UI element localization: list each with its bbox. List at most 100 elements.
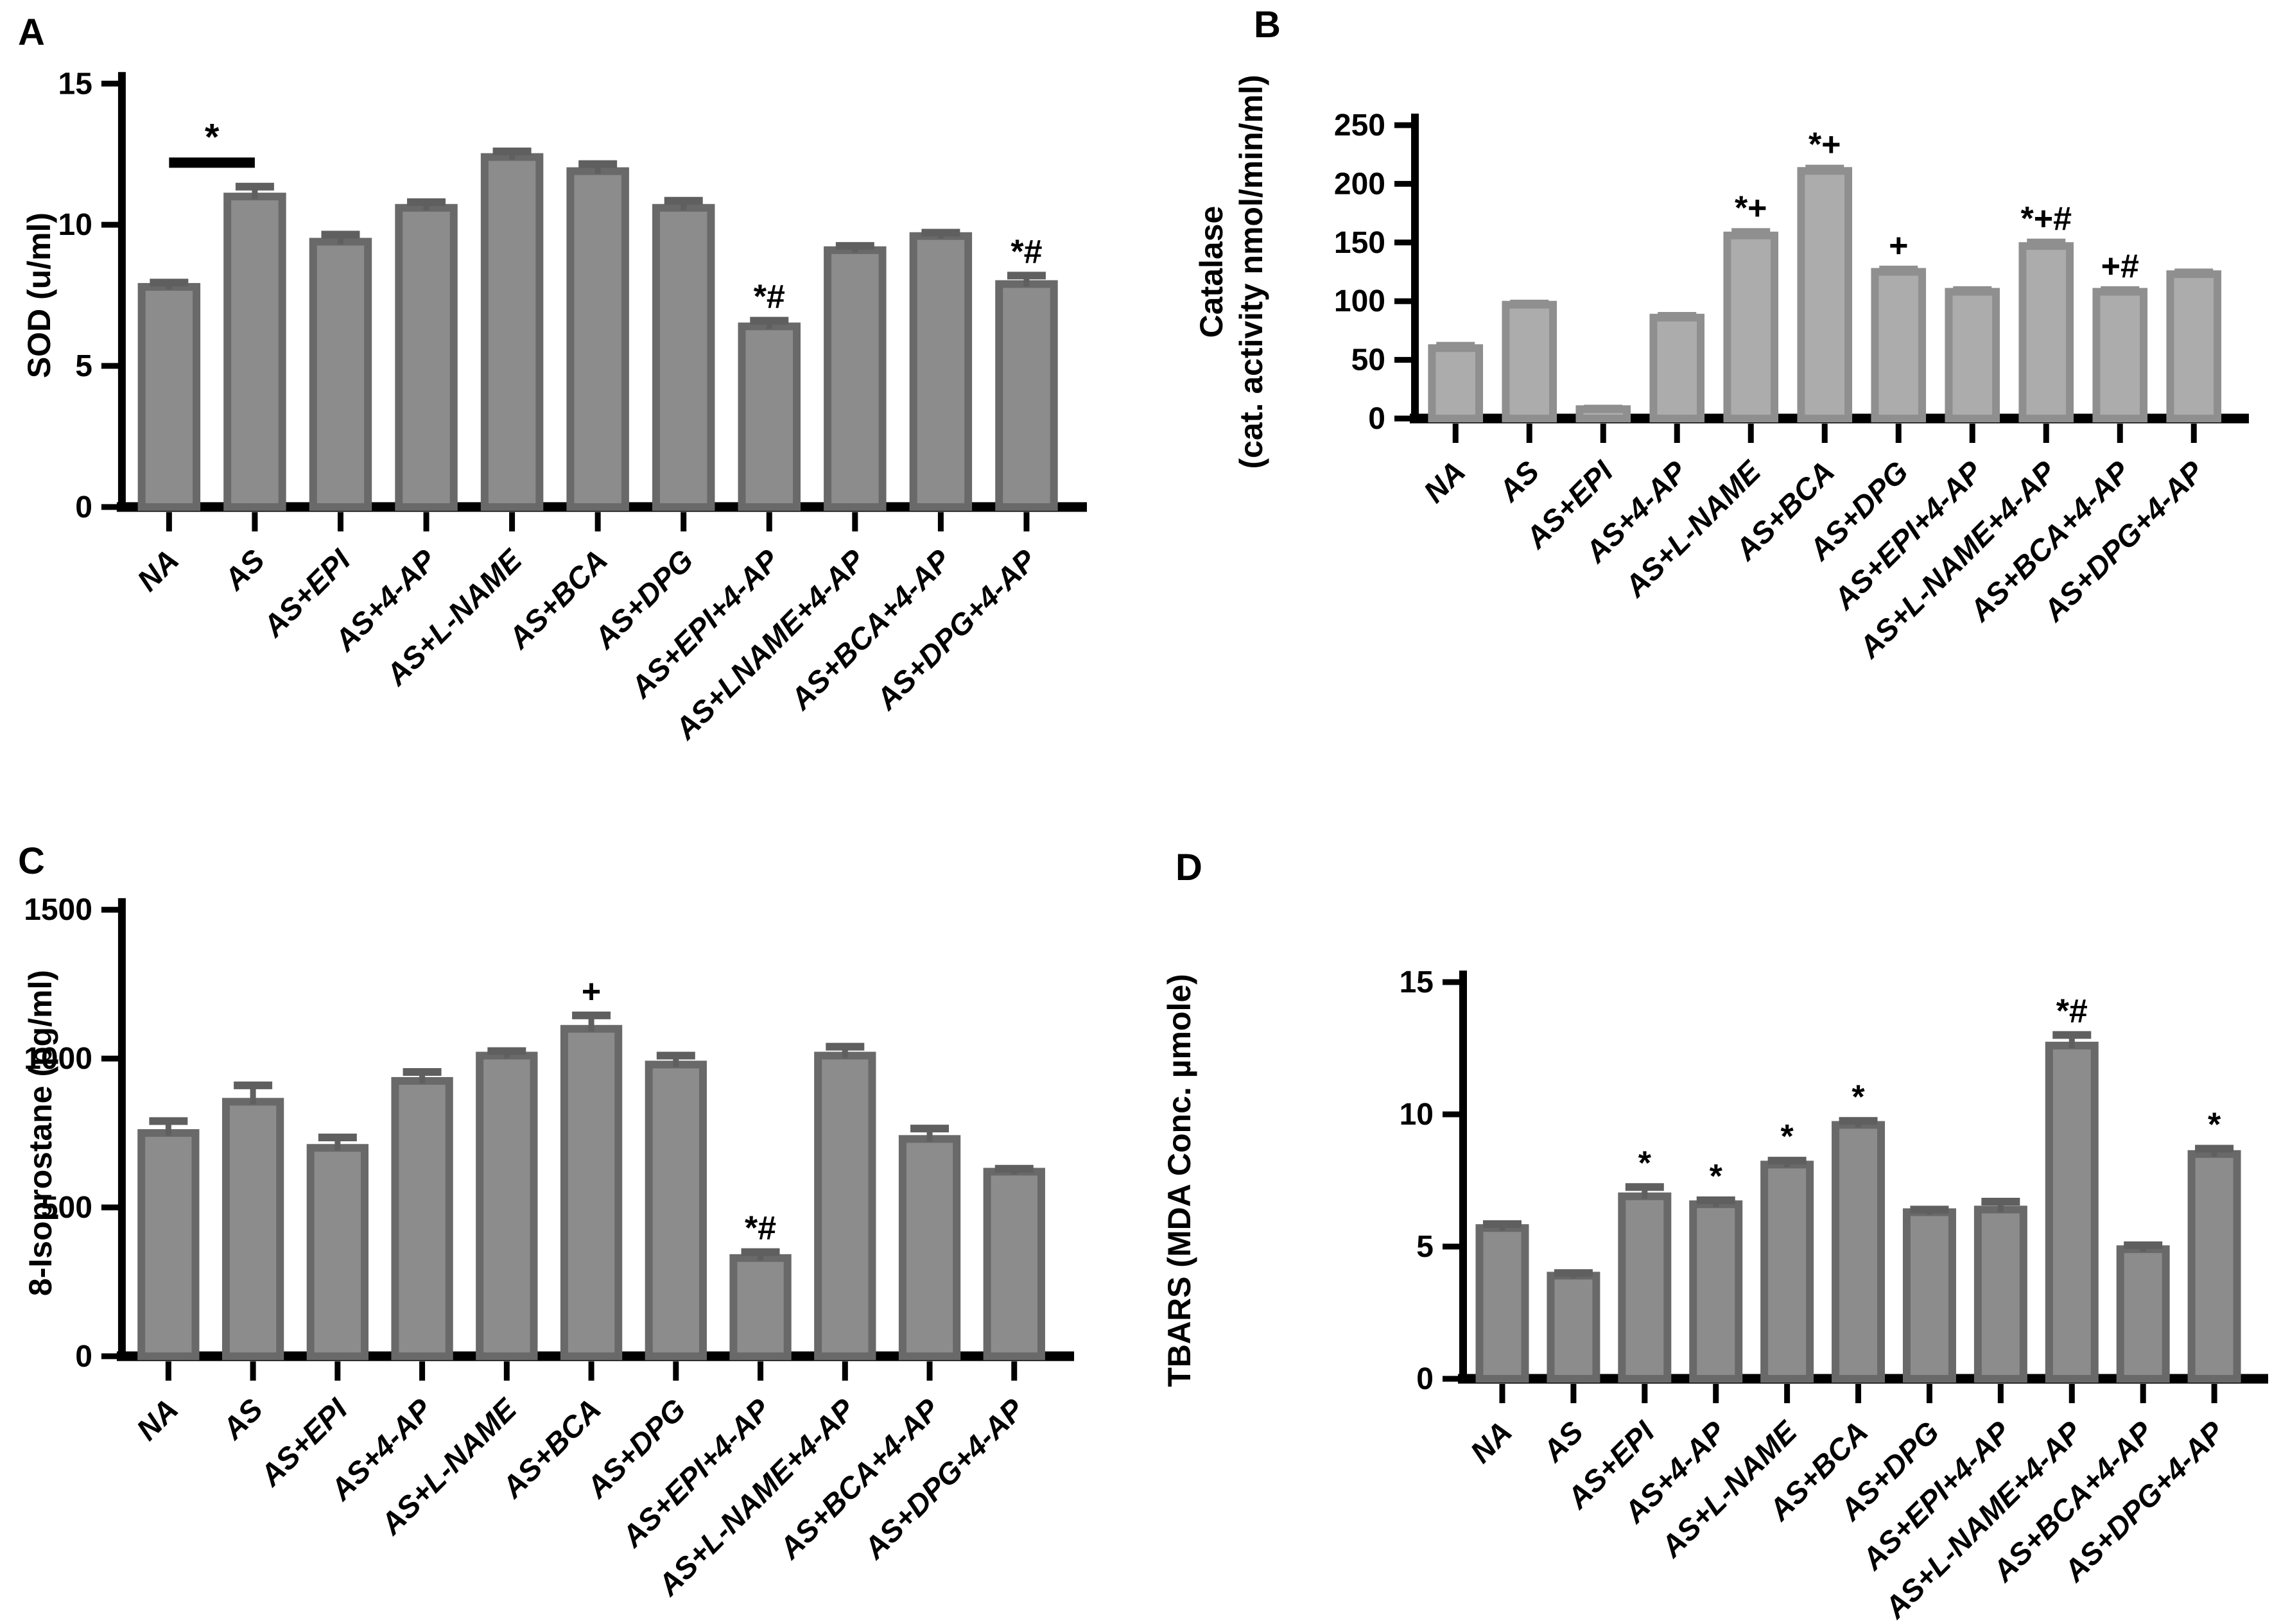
significance-annotation: *: [1638, 1145, 1652, 1182]
bar: [1902, 1208, 1956, 1383]
bar: [2018, 242, 2074, 422]
bar: [566, 167, 629, 511]
bar: [476, 1051, 538, 1360]
bar: [560, 1024, 623, 1360]
bar: [729, 1254, 792, 1360]
y-axis-label: (cat. activity nmol/min/ml): [1233, 74, 1269, 469]
x-category-label: NA: [130, 542, 185, 597]
bar: [898, 1135, 961, 1360]
significance-bracket-label: *: [205, 117, 220, 158]
y-axis-label: SOD (u/ml): [21, 212, 57, 378]
bar: [1760, 1161, 1814, 1383]
y-tick-label: 5: [75, 349, 92, 383]
x-category-label: NA: [130, 1392, 184, 1446]
bar: [2092, 288, 2148, 422]
bar: [309, 238, 372, 511]
bar: [2166, 270, 2222, 422]
panel-a: A 0 5 10 15 SOD (u/ml) NA AS AS+EPI AS+4-AP AS+L-…: [0, 0, 1136, 812]
significance-annotation: *+: [1735, 189, 1767, 227]
y-tick-label: 10: [1400, 1098, 1434, 1132]
bar: [1973, 1205, 2027, 1383]
panel-a-letter: A: [18, 12, 45, 53]
significance-annotation: *#: [2056, 992, 2088, 1030]
bar: [1832, 1121, 1886, 1383]
bar: [1547, 1272, 1600, 1383]
y-tick-label: 15: [1400, 965, 1434, 999]
bar: [223, 193, 286, 511]
y-tick-label: 250: [1334, 108, 1385, 143]
bar: [221, 1098, 284, 1360]
bar: [137, 1129, 200, 1360]
y-axis-label: 8-Isoprostane (pg/ml): [22, 970, 58, 1296]
significance-annotation: *+: [1808, 126, 1841, 164]
panel-d-letter: D: [1175, 847, 1202, 888]
bar: [983, 1168, 1045, 1360]
bar: [814, 1051, 876, 1360]
bar: [1502, 300, 1557, 422]
y-tick-label: 0: [75, 490, 92, 524]
y-tick-label: 200: [1334, 167, 1385, 201]
x-category-label: NA: [1417, 454, 1471, 509]
significance-annotation: *: [1781, 1118, 1794, 1155]
y-tick-label: 1000: [24, 1042, 92, 1076]
y-tick-label: 50: [1351, 343, 1385, 377]
bar: [1945, 288, 2000, 422]
x-category-label: AS: [1536, 1415, 1590, 1469]
significance-annotation: *: [1710, 1158, 1723, 1195]
x-category-label: NA: [1464, 1415, 1518, 1469]
x-category-label: AS+EPI+4-AP: [614, 1392, 777, 1554]
bar: [480, 153, 544, 511]
significance-annotation: +: [582, 973, 601, 1010]
y-tick-label: 15: [58, 67, 92, 101]
panel-c-chart: 0 500 1000 1500 8-Isoprostane (pg/ml) NA AS AS+…: [22, 893, 1075, 1602]
significance-annotation: *+#: [2020, 200, 2072, 238]
y-tick-label: 0: [75, 1340, 92, 1374]
bar: [1689, 1200, 1743, 1383]
panel-b-chart: 0 50 100 150 200 250 Catalase (cat. activity nm…: [1193, 74, 2249, 665]
bar: [645, 1060, 707, 1360]
x-category-label: AS: [215, 1392, 269, 1446]
y-tick-label: 500: [41, 1191, 92, 1225]
bar: [738, 322, 801, 511]
bar: [995, 280, 1058, 511]
panel-c-letter: C: [18, 840, 45, 882]
significance-annotation: *: [1851, 1078, 1865, 1116]
bar: [2045, 1041, 2099, 1383]
panel-b-letter: B: [1254, 4, 1281, 46]
bar: [1871, 268, 1927, 422]
bar: [395, 203, 458, 511]
significance-annotation: +: [1889, 227, 1908, 264]
bar: [652, 203, 715, 511]
y-tick-label: 150: [1334, 226, 1385, 260]
bar: [1618, 1192, 1672, 1383]
y-tick-label: 0: [1416, 1362, 1434, 1396]
bar: [391, 1076, 453, 1360]
y-tick-label: 1500: [24, 893, 92, 927]
bar: [137, 282, 201, 511]
y-tick-label: 0: [1368, 402, 1385, 436]
bar: [1723, 231, 1779, 422]
bar: [2116, 1245, 2170, 1383]
x-category-label: AS+DPG+4-AP: [869, 542, 1043, 716]
x-category-label: AS+EPI+4-AP: [623, 542, 786, 705]
panel-c: C 0 500 1000 1500 8-Isoprostane (pg/ml) NA AS A…: [0, 812, 1136, 1624]
y-tick-label: 5: [1416, 1230, 1434, 1264]
x-category-label: AS: [1491, 454, 1545, 508]
bar: [1475, 1224, 1529, 1383]
bar: [1649, 313, 1705, 422]
bar: [306, 1144, 369, 1360]
bar: [909, 232, 973, 511]
bar: [1797, 167, 1853, 422]
x-category-label: AS: [217, 542, 271, 596]
y-tick-label: 10: [58, 208, 92, 242]
panel-b: B 0 50 100 150 200 250 Catalase (cat. activity …: [1136, 0, 2272, 812]
significance-annotation: *#: [754, 279, 785, 316]
bar: [824, 246, 887, 511]
bar: [1428, 344, 1484, 423]
y-axis-label: Catalase: [1193, 206, 1229, 338]
significance-annotation: *: [2208, 1107, 2221, 1144]
significance-annotation: +#: [2101, 248, 2139, 285]
